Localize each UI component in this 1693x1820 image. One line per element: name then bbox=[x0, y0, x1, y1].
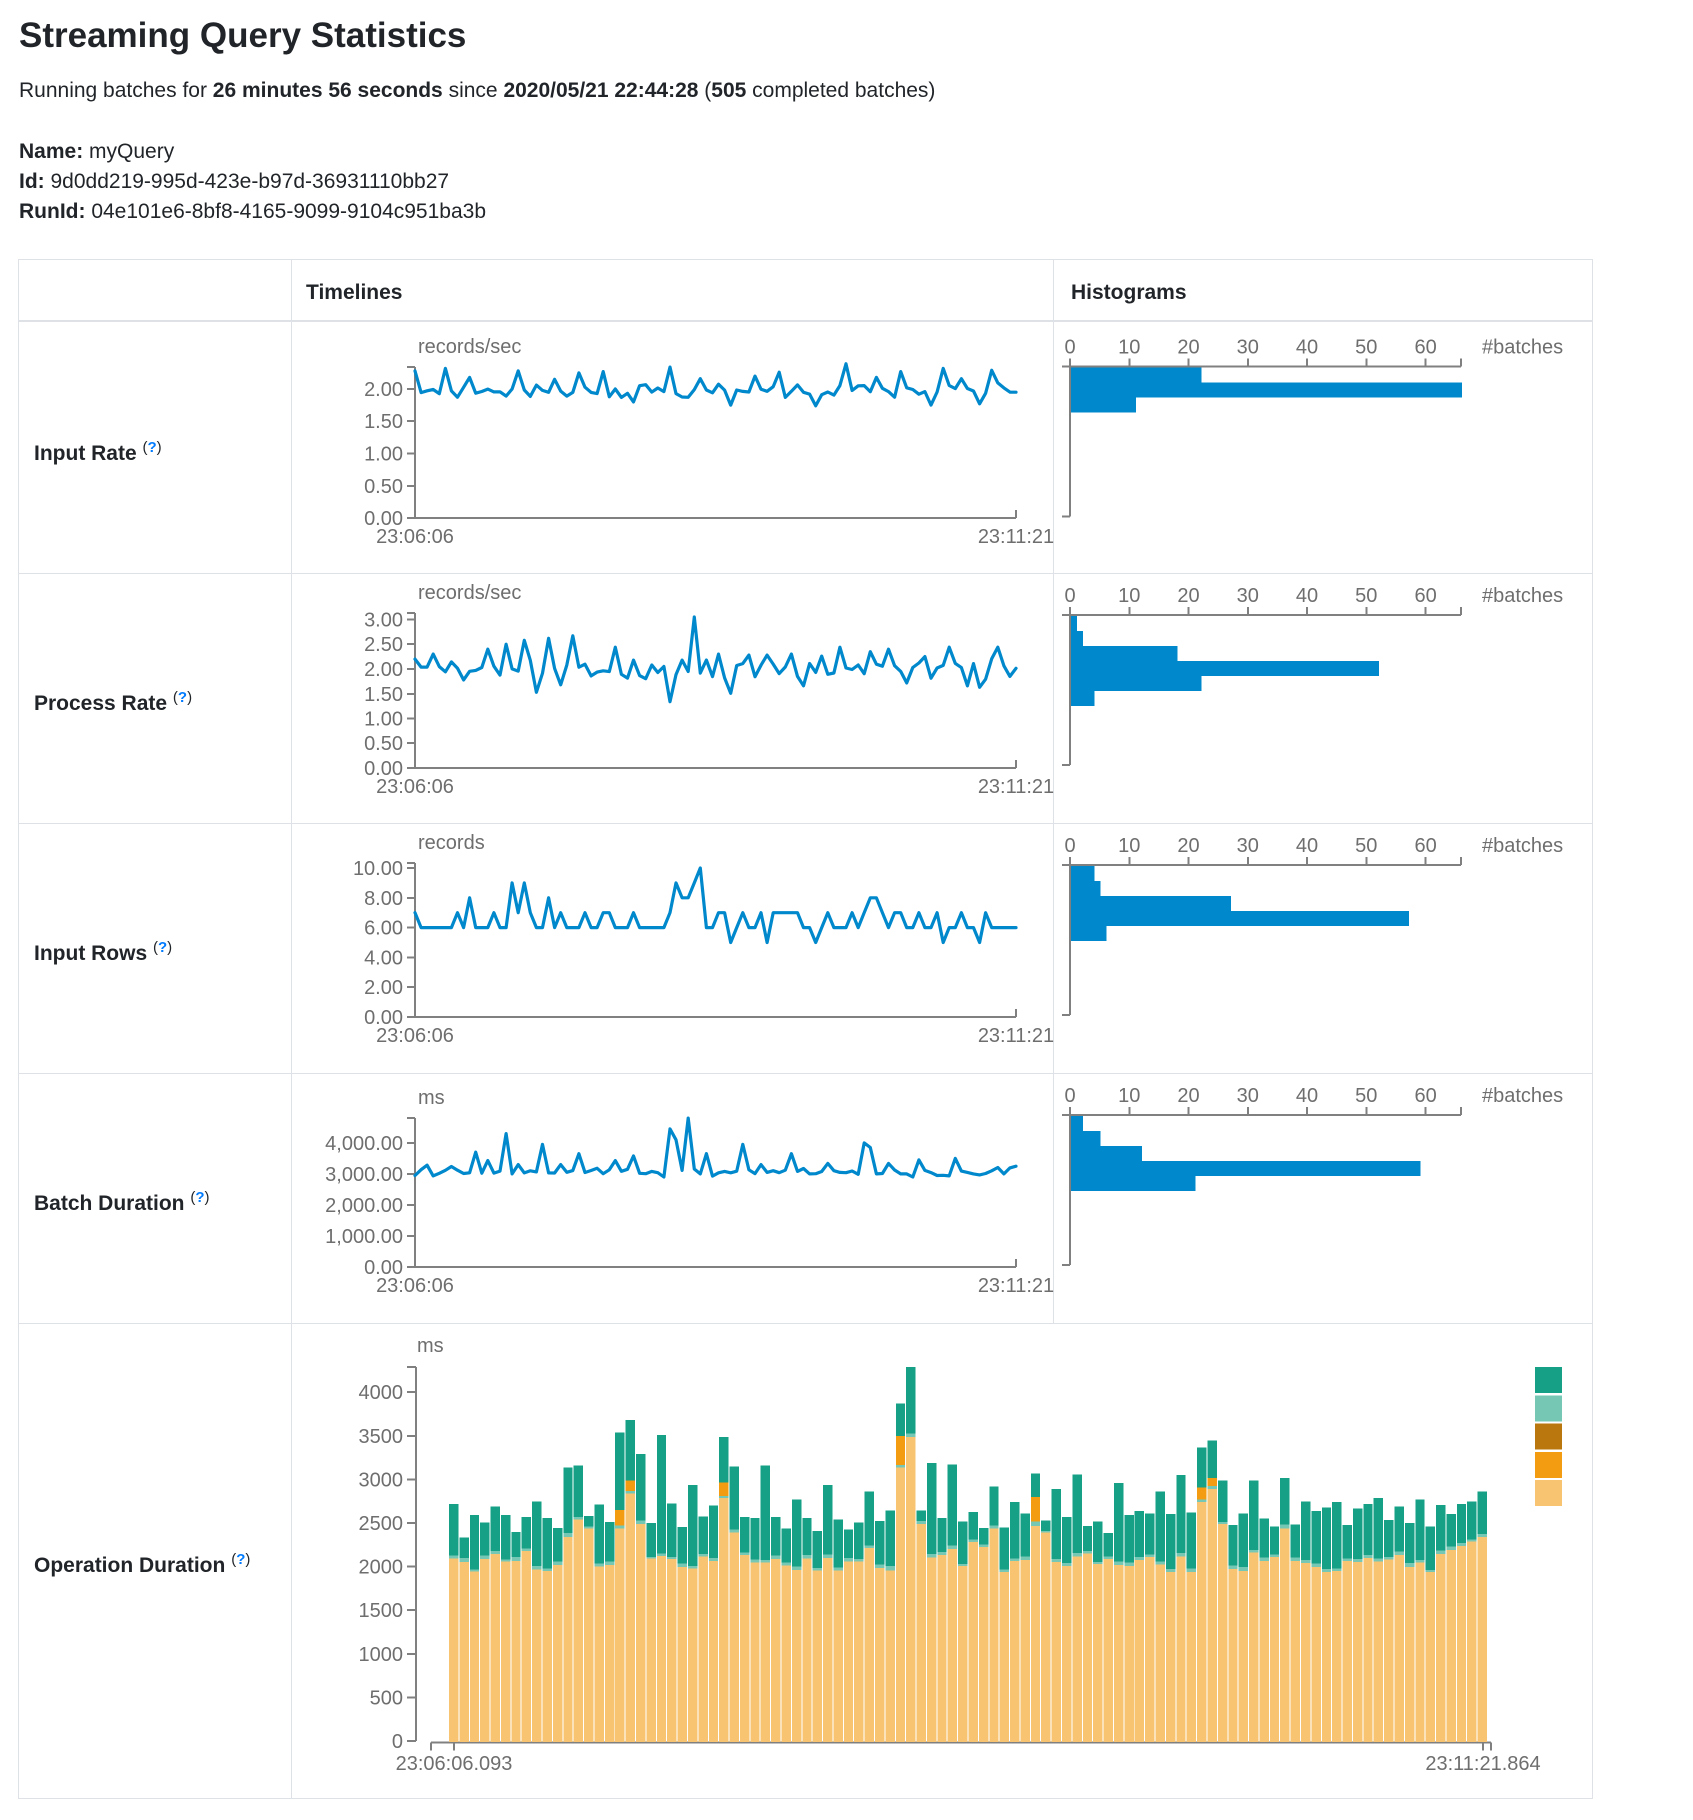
svg-text:10: 10 bbox=[1118, 1085, 1140, 1107]
svg-text:records/sec: records/sec bbox=[418, 336, 521, 358]
svg-text:3.00: 3.00 bbox=[364, 610, 403, 632]
svg-text:2,000.00: 2,000.00 bbox=[325, 1195, 403, 1217]
svg-text:20: 20 bbox=[1177, 835, 1199, 857]
svg-text:50: 50 bbox=[1355, 337, 1377, 359]
svg-text:0.00: 0.00 bbox=[364, 758, 403, 780]
svg-text:10: 10 bbox=[1118, 337, 1140, 359]
svg-text:50: 50 bbox=[1355, 835, 1377, 857]
svg-text:1,000.00: 1,000.00 bbox=[325, 1226, 403, 1248]
svg-text:23:06:06.093: 23:06:06.093 bbox=[396, 1753, 513, 1775]
svg-text:1.50: 1.50 bbox=[364, 411, 403, 433]
svg-text:30: 30 bbox=[1237, 337, 1259, 359]
svg-text:60: 60 bbox=[1414, 585, 1436, 607]
svg-text:60: 60 bbox=[1414, 337, 1436, 359]
svg-text:23:06:06: 23:06:06 bbox=[376, 1025, 454, 1047]
svg-text:20: 20 bbox=[1177, 585, 1199, 607]
svg-text:0.50: 0.50 bbox=[364, 733, 403, 755]
svg-text:500: 500 bbox=[370, 1687, 403, 1709]
svg-text:records/sec: records/sec bbox=[418, 582, 521, 604]
svg-text:23:11:21: 23:11:21 bbox=[978, 776, 1054, 798]
svg-text:#batches: #batches bbox=[1482, 835, 1563, 857]
svg-text:4000: 4000 bbox=[359, 1382, 404, 1404]
svg-text:40: 40 bbox=[1296, 1085, 1318, 1107]
svg-text:ms: ms bbox=[418, 1087, 445, 1109]
svg-text:0: 0 bbox=[1064, 585, 1075, 607]
svg-text:3,000.00: 3,000.00 bbox=[325, 1164, 403, 1186]
svg-text:2.00: 2.00 bbox=[364, 379, 403, 401]
svg-text:20: 20 bbox=[1177, 337, 1199, 359]
svg-text:0.50: 0.50 bbox=[364, 476, 403, 498]
svg-text:60: 60 bbox=[1414, 1085, 1436, 1107]
svg-text:1.00: 1.00 bbox=[364, 709, 403, 731]
svg-text:1000: 1000 bbox=[359, 1644, 404, 1666]
svg-text:50: 50 bbox=[1355, 585, 1377, 607]
svg-text:23:06:06: 23:06:06 bbox=[376, 526, 454, 548]
svg-text:3000: 3000 bbox=[359, 1469, 404, 1491]
svg-text:50: 50 bbox=[1355, 1085, 1377, 1107]
svg-text:0.00: 0.00 bbox=[364, 1007, 403, 1029]
svg-text:0.00: 0.00 bbox=[364, 1257, 403, 1279]
svg-text:23:06:06: 23:06:06 bbox=[376, 1275, 454, 1297]
svg-text:#batches: #batches bbox=[1482, 1085, 1563, 1107]
svg-text:10.00: 10.00 bbox=[353, 858, 403, 880]
svg-text:30: 30 bbox=[1237, 1085, 1259, 1107]
svg-text:30: 30 bbox=[1237, 835, 1259, 857]
svg-text:23:11:21: 23:11:21 bbox=[978, 1275, 1054, 1297]
svg-text:8.00: 8.00 bbox=[364, 888, 403, 910]
svg-text:20: 20 bbox=[1177, 1085, 1199, 1107]
svg-text:#batches: #batches bbox=[1482, 337, 1563, 359]
svg-text:3500: 3500 bbox=[359, 1426, 404, 1448]
svg-text:records: records bbox=[418, 832, 485, 854]
svg-text:0: 0 bbox=[1064, 337, 1075, 359]
svg-text:ms: ms bbox=[417, 1335, 444, 1357]
svg-text:60: 60 bbox=[1414, 835, 1436, 857]
svg-text:10: 10 bbox=[1118, 585, 1140, 607]
svg-text:4.00: 4.00 bbox=[364, 947, 403, 969]
svg-text:6.00: 6.00 bbox=[364, 918, 403, 940]
svg-text:0.00: 0.00 bbox=[364, 508, 403, 530]
svg-text:2000: 2000 bbox=[359, 1557, 404, 1579]
svg-text:2.00: 2.00 bbox=[364, 659, 403, 681]
svg-text:0: 0 bbox=[1064, 835, 1075, 857]
svg-text:1.50: 1.50 bbox=[364, 684, 403, 706]
svg-text:1500: 1500 bbox=[359, 1600, 404, 1622]
svg-text:23:11:21: 23:11:21 bbox=[978, 1025, 1054, 1047]
svg-text:40: 40 bbox=[1296, 835, 1318, 857]
svg-text:10: 10 bbox=[1118, 835, 1140, 857]
svg-text:23:11:21: 23:11:21 bbox=[978, 526, 1054, 548]
svg-text:30: 30 bbox=[1237, 585, 1259, 607]
svg-text:40: 40 bbox=[1296, 337, 1318, 359]
svg-text:2.50: 2.50 bbox=[364, 634, 403, 656]
svg-text:0: 0 bbox=[1064, 1085, 1075, 1107]
svg-text:0: 0 bbox=[392, 1731, 403, 1753]
svg-text:1.00: 1.00 bbox=[364, 444, 403, 466]
svg-text:23:06:06: 23:06:06 bbox=[376, 776, 454, 798]
svg-text:4,000.00: 4,000.00 bbox=[325, 1133, 403, 1155]
svg-text:2500: 2500 bbox=[359, 1513, 404, 1535]
svg-text:2.00: 2.00 bbox=[364, 977, 403, 999]
svg-text:40: 40 bbox=[1296, 585, 1318, 607]
svg-text:#batches: #batches bbox=[1482, 585, 1563, 607]
svg-text:23:11:21.864: 23:11:21.864 bbox=[1425, 1753, 1540, 1775]
